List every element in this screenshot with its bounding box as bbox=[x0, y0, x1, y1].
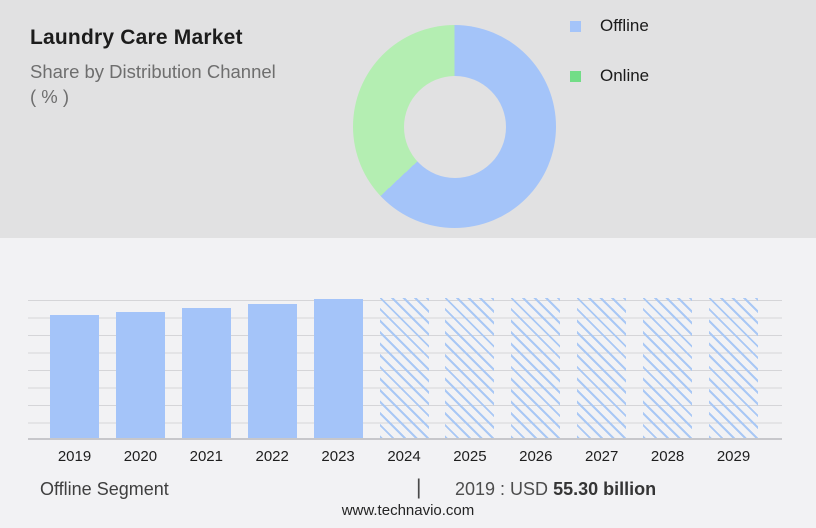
x-axis-label-2022: 2022 bbox=[255, 448, 289, 465]
bar-2023 bbox=[313, 299, 363, 438]
x-axis-label-2028: 2028 bbox=[650, 448, 685, 465]
legend-item-offline: Offline bbox=[570, 14, 649, 38]
bar-chart-section: 2019 2020 2021 2022 2023 2024 2025 2026 2027 2028… bbox=[0, 238, 816, 528]
bar-forecast-2026 bbox=[511, 298, 561, 438]
donut-chart bbox=[353, 25, 556, 228]
header-section: Laundry Care Market Share by Distributio… bbox=[0, 0, 816, 238]
x-axis-labels: 2019 2020 2021 2022 2023 2024 2025 2026 2027 2028… bbox=[0, 448, 816, 468]
legend-item-online: Online bbox=[570, 64, 649, 88]
bar-forecast-2025 bbox=[445, 298, 495, 438]
chart-unit: ( % ) bbox=[30, 86, 70, 107]
bar-2020 bbox=[115, 312, 165, 438]
x-axis-label-2021: 2021 bbox=[189, 448, 223, 465]
x-axis-label-2019: 2019 bbox=[57, 448, 92, 465]
x-axis-label-2020: 2020 bbox=[123, 448, 158, 465]
x-axis-label-2025: 2025 bbox=[453, 448, 487, 465]
legend-swatch-online bbox=[570, 70, 581, 82]
footer-divider: | bbox=[416, 476, 422, 499]
legend-label-online: Online bbox=[600, 66, 650, 85]
bar-forecast-2024 bbox=[379, 298, 429, 438]
x-axis-label-2027: 2027 bbox=[585, 448, 619, 465]
website-url: www.technavio.com bbox=[341, 502, 475, 519]
donut-legend: Offline Online bbox=[570, 14, 649, 88]
market-value: 2019 : USD 55.30 billion bbox=[455, 479, 656, 500]
x-axis-label-2026: 2026 bbox=[519, 448, 553, 465]
header-block: Laundry Care Market Share by Distributio… bbox=[30, 26, 276, 108]
x-axis-label-2024: 2024 bbox=[387, 448, 421, 465]
page-title: Laundry Care Market bbox=[30, 26, 243, 49]
bar-forecast-2027 bbox=[577, 298, 627, 438]
bar-2019 bbox=[50, 315, 99, 438]
market-value-amount: 55.30 billion bbox=[553, 479, 657, 499]
segment-label: Offline Segment bbox=[40, 479, 169, 499]
market-value-prefix: 2019 : USD bbox=[455, 479, 554, 499]
donut-hole bbox=[403, 75, 506, 178]
legend-swatch-offline bbox=[570, 20, 581, 32]
bar-forecast-2028 bbox=[643, 298, 693, 438]
chart-subtitle: Share by Distribution Channel bbox=[30, 61, 276, 82]
bar-2021 bbox=[181, 308, 231, 438]
legend-label-offline: Offline bbox=[600, 16, 649, 35]
x-axis-label-2023: 2023 bbox=[321, 448, 355, 465]
bar-plot bbox=[28, 298, 782, 440]
bar-forecast-2029 bbox=[709, 298, 758, 438]
x-axis-label-2029: 2029 bbox=[716, 448, 751, 465]
bar-2022 bbox=[247, 304, 297, 438]
